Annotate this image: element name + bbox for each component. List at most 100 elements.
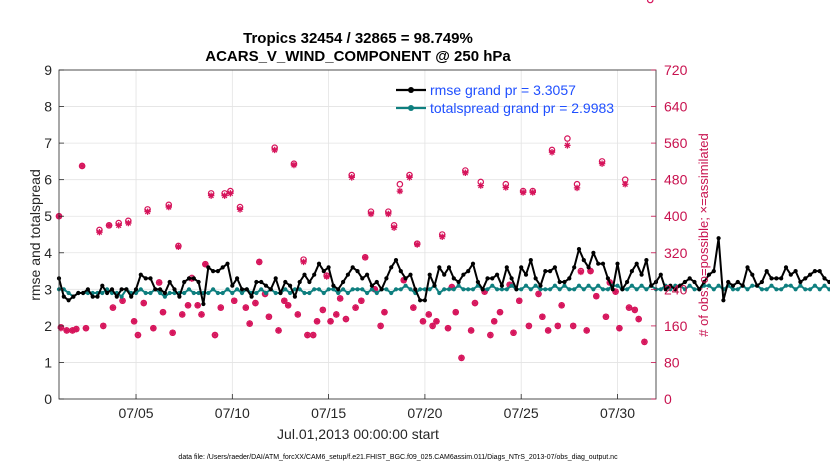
rmse-point [297,279,302,285]
rmse-point [432,283,437,288]
totalspread-point [148,290,153,296]
rmse-point [576,247,582,252]
rmse-point [740,283,745,288]
totalspread-point [312,287,317,292]
totalspread-point [326,287,331,292]
totalspread-point [259,287,264,292]
obs-assimilated-marker [381,308,388,316]
rmse-point [206,265,211,270]
rmse-point [345,272,350,277]
x-tick-labels: 07/05 07/10 07/15 07/20 07/25 07/30 [119,405,636,421]
rmse-point [519,265,524,270]
obs-assimilated-marker [342,315,350,323]
rmse-point [562,279,567,285]
rmse-point [600,261,606,266]
y-left-tick-label: 0 [44,391,52,407]
totalspread-point [143,290,148,296]
totalspread-point [316,287,322,292]
y-right-tick-label: 640 [664,99,688,115]
obs-assimilated-marker [496,308,504,316]
obs-assimilated-marker [519,189,527,196]
totalspread-point [644,287,649,292]
obs-assimilated-marker [271,146,278,154]
totalspread-point [625,287,630,292]
rmse-point [177,294,182,299]
rmse-point [100,283,105,288]
obs-assimilated-marker [184,302,192,309]
totalspread-point [798,283,803,288]
totalspread-point [812,283,818,288]
totalspread-point [668,287,673,292]
rmse-point [119,287,124,292]
totalspread-point [331,287,336,292]
obs-assimilated-marker [631,306,639,314]
obs-assimilated-marker [333,311,340,318]
rmse-point [769,276,774,281]
rmse-point [567,276,572,281]
rmse-point [548,269,553,274]
y-right-tick-label: 400 [664,208,688,224]
rmse-point [678,283,683,288]
y-right-tick-label: 0 [664,391,672,407]
rmse-point [61,294,66,299]
obs-assimilated-marker [323,273,330,280]
rmse-point [726,279,731,285]
obs-assimilated-marker [439,233,446,240]
totalspread-point [615,283,620,288]
rmse-point [129,294,134,299]
rmse-point [591,250,596,255]
rmse-point [812,269,818,274]
rmse-point [133,287,139,292]
rmse-point [649,283,654,288]
obs-assimilated-marker [641,338,648,346]
totalspread-point [803,287,808,292]
totalspread-point [220,290,225,296]
rmse-point [196,279,201,285]
rmse-point [572,265,577,270]
totalspread-point [692,287,697,292]
rmse-point [230,283,235,288]
totalspread-point [345,290,350,296]
obs-assimilated-marker [227,190,234,197]
obs-assimilated-marker [635,315,642,323]
totalspread-point [745,287,750,292]
y-right-tick-label: 320 [664,245,688,261]
rmse-point [745,265,750,270]
rmse-point [470,261,476,266]
y-left-tick-label: 8 [44,99,52,115]
rmse-point [148,276,153,281]
axis-ticks [59,69,656,400]
y-right-tick-label: 160 [664,318,688,334]
rmse-point [557,279,562,285]
rmse-point [105,290,110,296]
totalspread-point [461,287,466,292]
obs-assimilated-marker [294,311,301,318]
rmse-point [158,287,163,292]
totalspread-point [254,290,259,296]
rmse-point [490,276,495,281]
y-left-tick-label: 4 [44,245,52,261]
y-right-tick-label: 720 [664,62,688,78]
rmse-point [124,287,129,292]
rmse-point [85,287,90,292]
y-right-tick-label: 80 [664,354,680,370]
rmse-point [220,265,225,270]
rmse-point [495,272,500,277]
rmse-point [379,287,384,292]
rmse-point [533,276,538,281]
obs-assimilated-marker [284,302,292,309]
totalspread-point [774,287,779,292]
obs-assimilated-marker [462,169,469,177]
obs-assimilated-marker [390,224,398,231]
legend-spread-marker [408,105,414,111]
totalspread-point [191,290,196,296]
rmse-point [750,272,755,277]
obs-assimilated-marker [159,308,167,316]
obs-assimilated-marker [510,329,517,336]
obs-assimilated-marker [348,174,355,181]
rmse-point [360,276,365,281]
rmse-point [687,276,692,281]
obs-assimilated-marker [452,308,459,316]
obs-assimilated-marker [616,324,623,332]
totalspread-point [538,287,543,292]
